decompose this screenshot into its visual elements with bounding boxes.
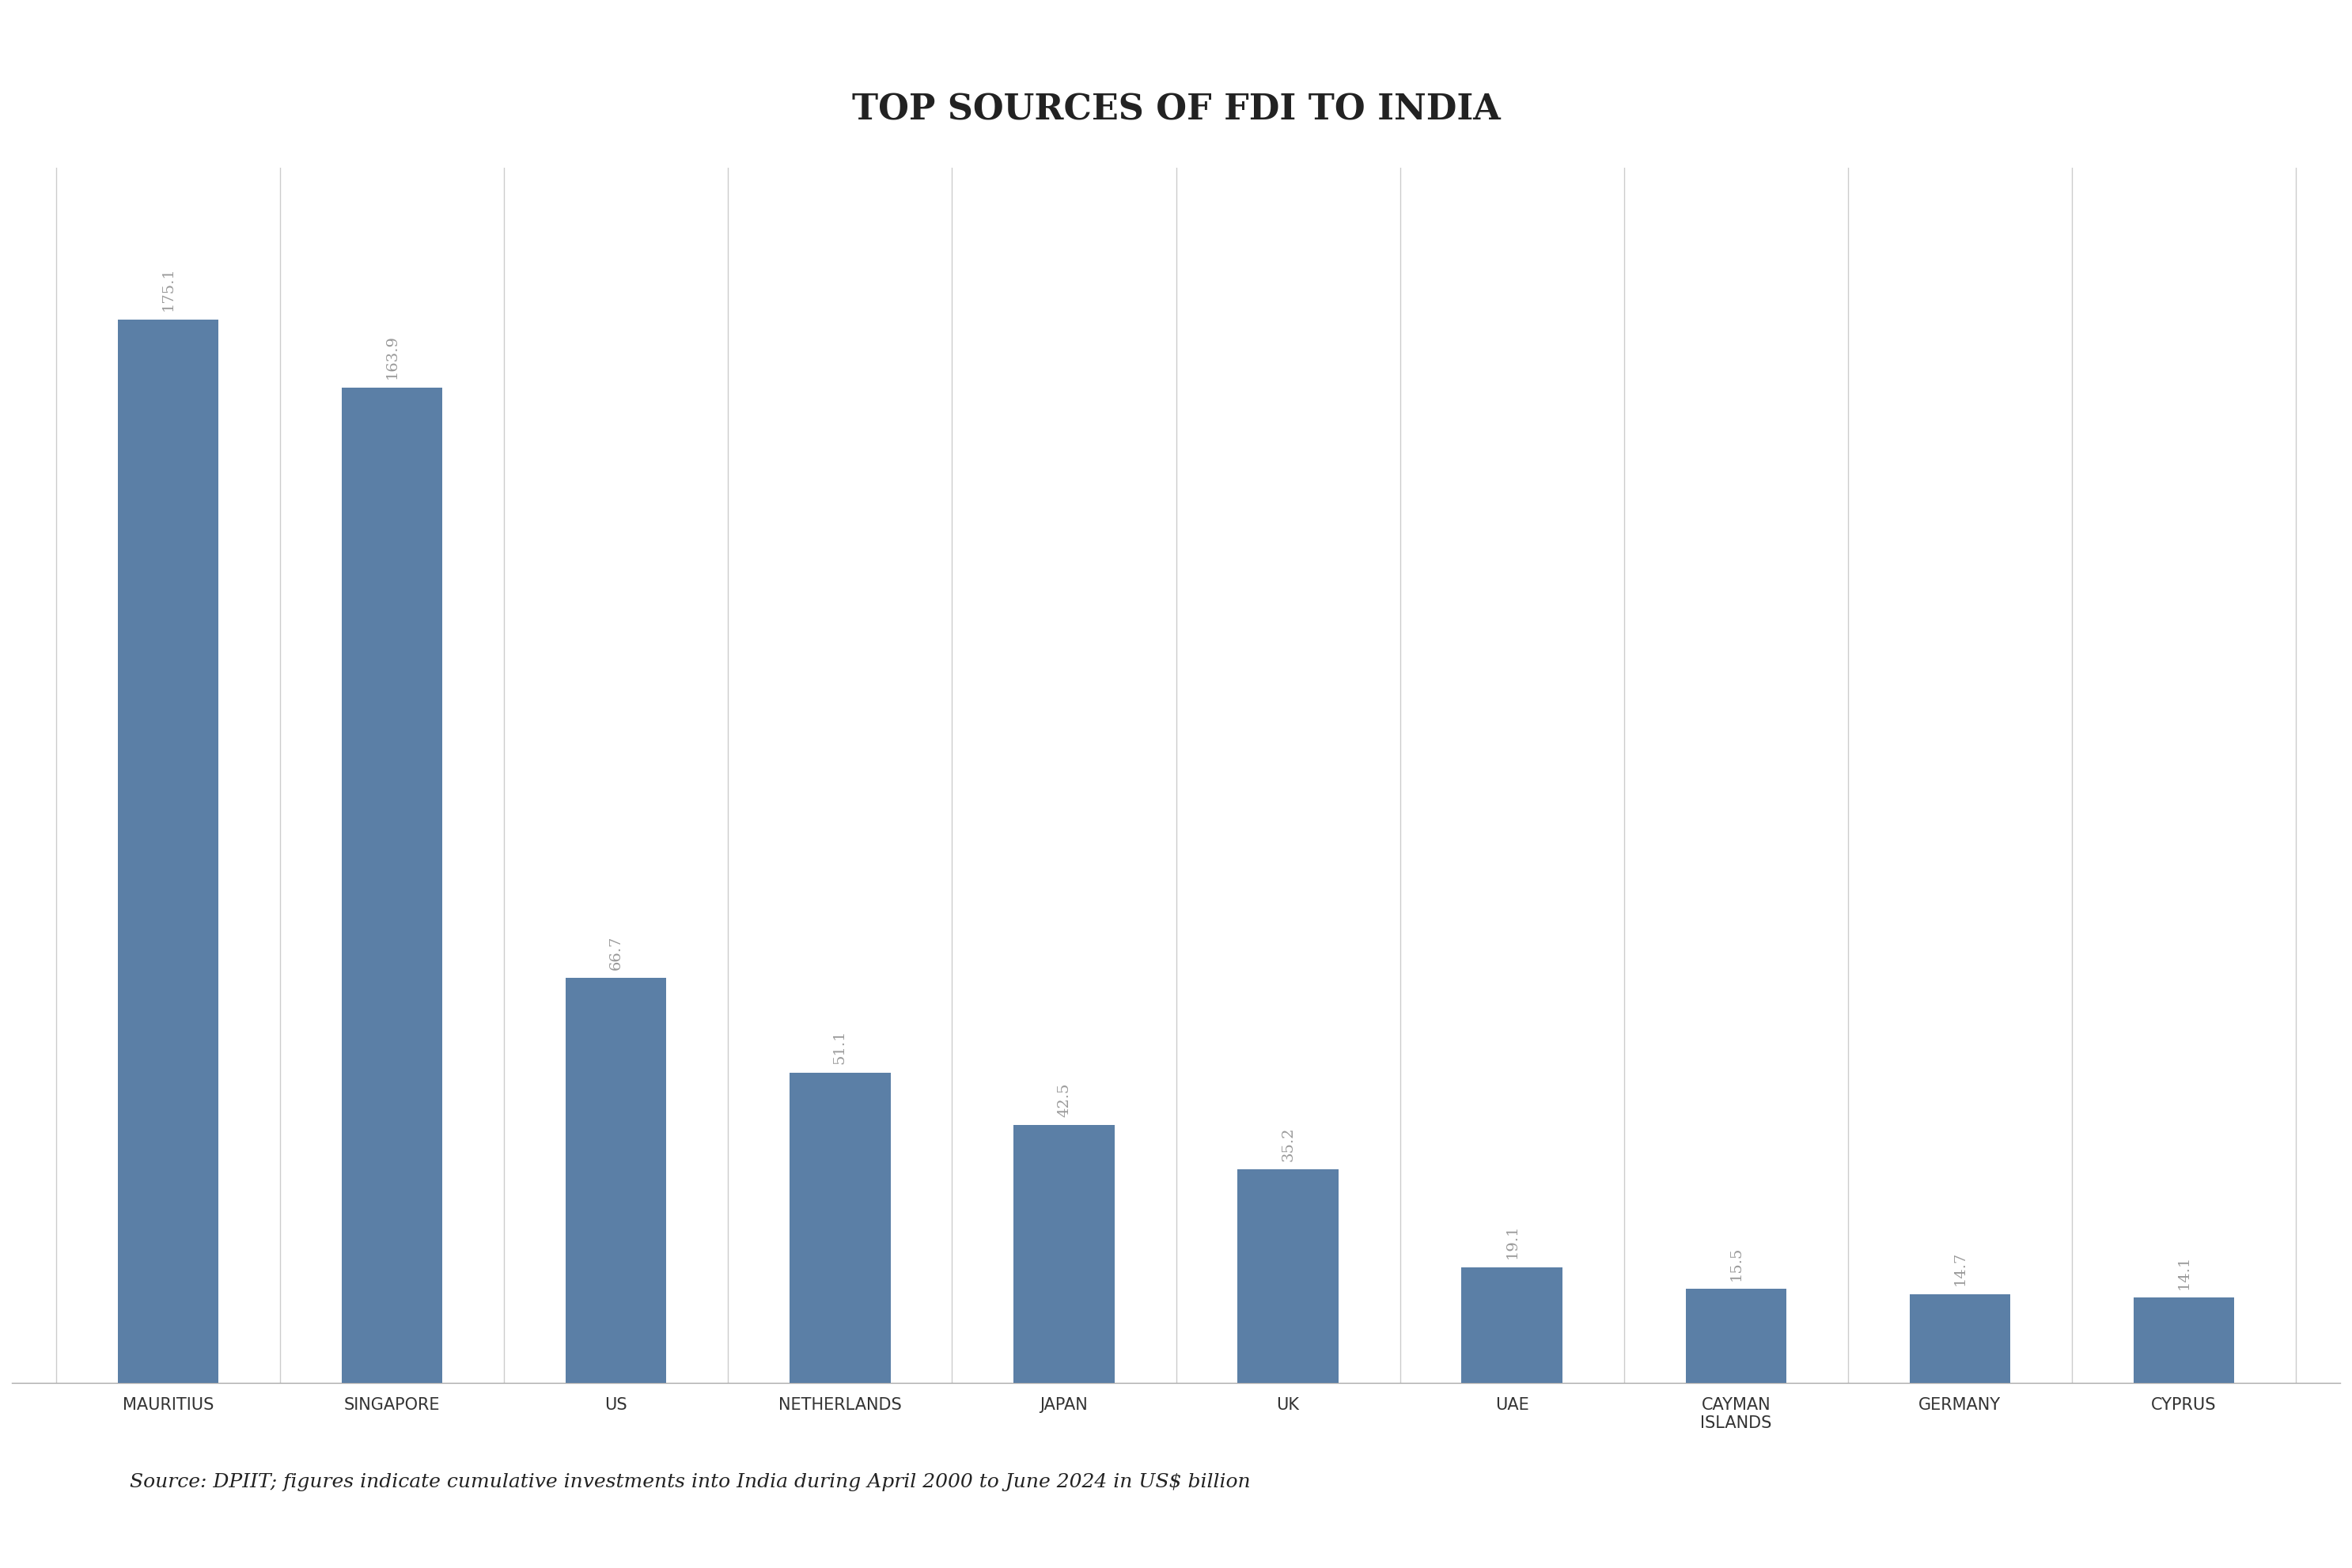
Bar: [1014, 1126, 1115, 1383]
Bar: [1461, 1267, 1562, 1383]
Bar: [1686, 1289, 1788, 1383]
Text: 42.5: 42.5: [1056, 1082, 1070, 1116]
Text: 66.7: 66.7: [609, 935, 623, 969]
Bar: [1910, 1294, 2011, 1383]
Bar: [564, 978, 666, 1383]
Text: 35.2: 35.2: [1282, 1126, 1296, 1160]
Bar: [341, 387, 442, 1383]
Text: TOP SOURCES OF FDI TO INDIA: TOP SOURCES OF FDI TO INDIA: [851, 93, 1501, 127]
Text: 175.1: 175.1: [160, 267, 174, 310]
Text: Source: DPIIT; figures indicate cumulative investments into India during April 2: Source: DPIIT; figures indicate cumulati…: [129, 1472, 1249, 1491]
Text: 14.1: 14.1: [2178, 1254, 2192, 1289]
Text: 51.1: 51.1: [833, 1030, 847, 1065]
Text: 15.5: 15.5: [1729, 1247, 1743, 1279]
Bar: [1237, 1170, 1338, 1383]
Bar: [790, 1073, 891, 1383]
Bar: [118, 320, 219, 1383]
Text: 19.1: 19.1: [1505, 1225, 1519, 1258]
Bar: [2133, 1298, 2234, 1383]
Text: 14.7: 14.7: [1952, 1251, 1966, 1284]
Text: 163.9: 163.9: [386, 334, 400, 379]
